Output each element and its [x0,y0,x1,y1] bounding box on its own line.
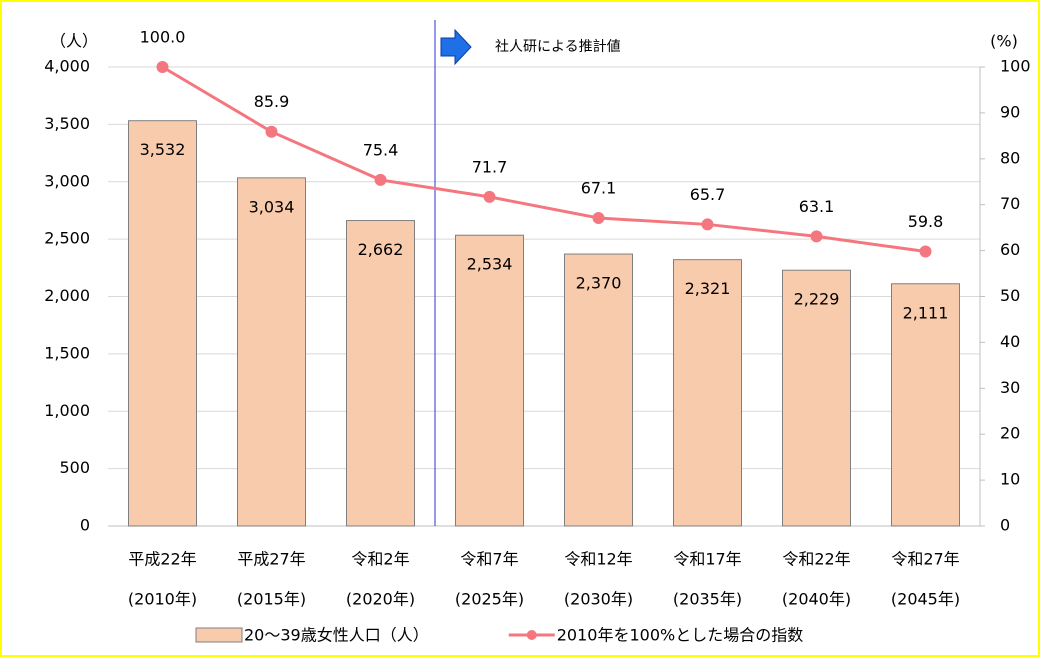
line-value-label: 67.1 [581,179,617,198]
line-point [701,218,714,231]
y-tick-label: 0 [80,516,90,535]
bar-value-label: 2,370 [576,274,622,293]
legend-label: 20～39歳女性人口（人） [244,626,429,645]
y-tick-label: 4,000 [44,57,90,76]
x-tick-label: (2045年) [891,590,960,609]
bar [346,220,415,527]
x-tick-label: (2015年) [237,590,306,609]
x-tick-label: (2030年) [564,590,633,609]
annotation: 社人研による推計値 [495,39,621,55]
y-tick-label: 1,000 [44,401,90,420]
bar [237,177,306,527]
y-tick-label: 2,500 [44,229,90,248]
legend-label: 2010年を100%とした場合の指数 [557,626,803,645]
y2-axis-unit: (%) [990,32,1018,51]
bar [673,259,742,527]
line-point [919,245,932,258]
x-tick-label: 令和7年 [460,550,518,569]
x-tick-label: (2025年) [455,590,524,609]
x-tick-label: 令和17年 [673,550,741,569]
line [161,65,926,254]
y2-tick-label: 40 [1000,332,1020,351]
line-value-label: 85.9 [254,92,290,111]
y-tick-label: 2,000 [44,286,90,305]
line-value-label: 63.1 [799,197,835,216]
y-tick-label: 3,000 [44,171,90,190]
line-point [483,190,496,203]
bar-value-label: 3,532 [140,140,186,159]
y2-tick-label: 60 [1000,240,1020,259]
bar [782,269,851,527]
y2-tick-label: 0 [1000,516,1010,535]
y-tick-label: 1,500 [44,343,90,362]
y2-tick-label: 70 [1000,194,1020,213]
y2-tick-label: 10 [1000,470,1020,489]
bar [564,253,633,527]
legend-swatch [195,627,243,643]
x-tick-label: (2040年) [782,590,851,609]
y2-tick-label: 100 [1000,57,1031,76]
line-point [374,173,387,186]
x-tick-label: (2020年) [346,590,415,609]
y-axis-unit: （人） [50,32,98,51]
line-value-label: 59.8 [908,212,944,231]
legend-marker [526,630,537,640]
line-point [156,61,169,73]
x-tick-label: 令和27年 [891,550,959,569]
y2-tick-label: 90 [1000,102,1020,121]
bar [455,234,524,527]
annotation-arrow [440,28,472,66]
y-tick-label: 500 [59,458,90,477]
line-value-label: 75.4 [363,140,399,159]
bar-value-label: 2,229 [794,290,840,309]
x-tick-label: 令和22年 [782,550,850,569]
bar-value-label: 2,111 [903,303,949,322]
line-point [592,212,605,225]
y2-tick-label: 30 [1000,378,1020,397]
x-tick-label: 平成22年 [128,550,196,569]
x-tick-label: (2035年) [673,590,742,609]
bar-value-label: 2,534 [467,255,513,274]
line-value-label: 65.7 [690,185,726,204]
y2-tick-label: 80 [1000,148,1020,167]
line-value-label: 71.7 [472,157,508,176]
line-value-label: 100.0 [140,28,186,47]
x-tick-label: 令和2年 [351,550,409,569]
y2-tick-label: 20 [1000,424,1020,443]
line-point [810,230,823,243]
bar-value-label: 2,662 [358,240,404,259]
bar-value-label: 3,034 [249,197,295,216]
y2-tick-label: 50 [1000,286,1020,305]
bar [128,120,197,527]
x-tick-label: 平成27年 [237,550,305,569]
y-tick-label: 3,500 [44,114,90,133]
x-tick-label: 令和12年 [564,550,632,569]
bar [891,283,960,527]
x-tick-label: (2010年) [128,590,197,609]
line-point [265,125,278,138]
bar-value-label: 2,321 [685,279,731,298]
